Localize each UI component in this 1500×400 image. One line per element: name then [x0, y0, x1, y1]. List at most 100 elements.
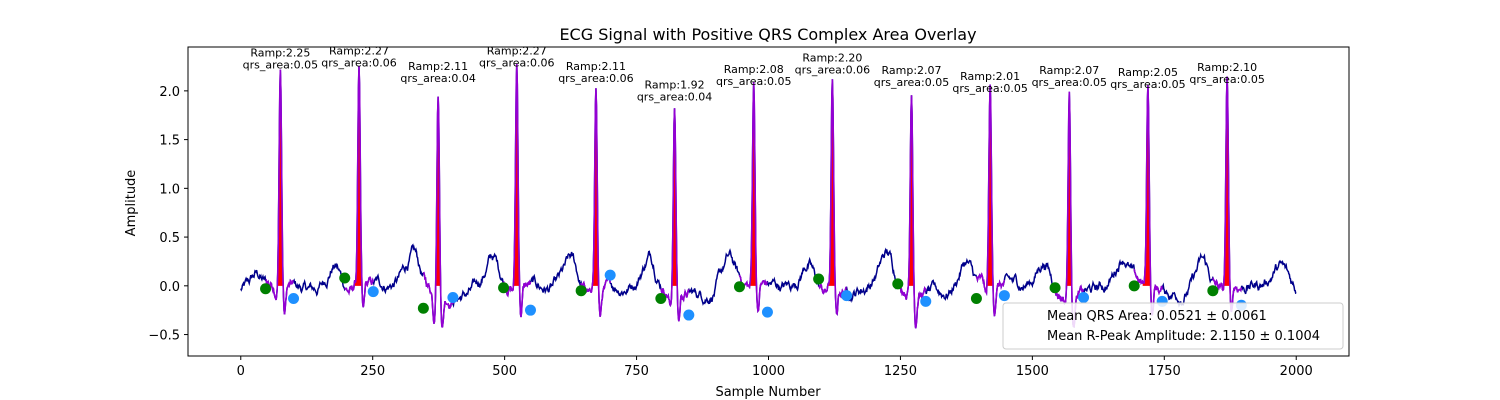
qrs-area-label: qrs_area:0.05: [874, 76, 949, 89]
y-tick-label: 0.5: [159, 231, 180, 246]
q-onset-marker: [1049, 282, 1061, 294]
s-offset-marker: [998, 290, 1010, 302]
chart-title: ECG Signal with Positive QRS Complex Are…: [559, 25, 976, 44]
plot-area: 0 250 500 750 1000 1250 1500 1750 2000 −0.5 0.0 0.5…: [148, 45, 1350, 379]
q-onset-marker: [733, 281, 745, 293]
r-peak-amplitude-label: Ramp:2.07: [1039, 64, 1099, 77]
y-tick-label: 1.0: [159, 182, 180, 197]
s-offset-marker: [683, 309, 695, 321]
qrs-segment-line: [502, 63, 532, 318]
s-offset-marker: [367, 286, 379, 298]
qrs-area-fill: [511, 63, 523, 286]
x-tick-label: 750: [624, 364, 649, 379]
y-tick-label: 1.5: [159, 134, 180, 149]
q-onset-marker: [892, 278, 904, 290]
q-onset-marker: [655, 292, 667, 304]
y-tick-label: −0.5: [148, 329, 180, 344]
x-tick-label: 250: [360, 364, 385, 379]
qrs-area-fill: [432, 96, 444, 286]
legend: Mean QRS Area: 0.0521 ± 0.0061 Mean R-Pea…: [1002, 302, 1344, 350]
r-peak-amplitude-label: Ramp:1.92: [645, 79, 705, 92]
q-onset-marker: [260, 283, 272, 295]
s-offset-marker: [524, 304, 536, 316]
x-tick-label: 0: [237, 364, 245, 379]
qrs-area-fill: [1142, 85, 1154, 286]
qrs-area-label: qrs_area:0.05: [1189, 73, 1264, 86]
x-tick-label: 1750: [1148, 364, 1181, 379]
qrs-area-label: qrs_area:0.05: [243, 58, 318, 71]
qrs-area-fill: [1064, 91, 1075, 286]
r-peak-amplitude-label: Ramp:2.07: [881, 64, 941, 77]
qrs-segment-line: [1133, 85, 1163, 316]
qrs-area-fill: [827, 79, 838, 286]
s-offset-marker: [841, 290, 853, 302]
qrs-area-fill: [906, 95, 917, 286]
qrs-area-label: qrs_area:0.05: [952, 82, 1027, 95]
qrs-area-label: qrs_area:0.06: [479, 57, 554, 70]
q-onset-marker: [575, 285, 587, 297]
qrs-segment-line: [897, 95, 927, 329]
legend-box: [1002, 302, 1344, 350]
q-onset-marker: [417, 302, 429, 314]
qrs-segment-line: [975, 84, 1006, 317]
qrs-area-label: qrs_area:0.04: [400, 72, 475, 85]
qrs-area-fill: [1221, 76, 1233, 286]
x-axis-label: Sample Number: [715, 385, 821, 400]
r-peak-amplitude-label: Ramp:2.01: [960, 70, 1020, 83]
r-peak-amplitude-label: Ramp:2.08: [724, 63, 784, 76]
q-onset-marker: [970, 292, 982, 304]
qrs-segment-line: [1212, 76, 1243, 313]
qrs-area-fill: [353, 65, 365, 286]
qrs-segment-line: [660, 108, 690, 322]
qrs-area-label: qrs_area:0.04: [637, 91, 712, 104]
y-tick-label: 2.0: [159, 85, 180, 100]
qrs-segment-line: [422, 96, 454, 328]
qrs-area-fill: [275, 69, 286, 286]
r-peak-amplitude-label: Ramp:2.20: [802, 51, 862, 64]
q-onset-marker: [339, 272, 351, 284]
r-peak-amplitude-label: Ramp:2.10: [1197, 61, 1257, 74]
r-peak-amplitude-label: Ramp:2.11: [566, 60, 626, 73]
s-offset-marker: [920, 295, 932, 307]
r-peak-amplitude-label: Ramp:2.27: [329, 45, 389, 58]
s-offset-marker: [1078, 292, 1090, 304]
qrs-area-label: qrs_area:0.05: [716, 75, 791, 88]
y-tick-label: 0.0: [159, 280, 180, 295]
s-offset-marker: [761, 306, 773, 318]
r-peak-amplitude-label: Ramp:2.05: [1118, 66, 1178, 79]
y-axis-label: Amplitude: [124, 170, 139, 237]
qrs-area-fill: [590, 88, 602, 286]
x-tick-label: 1500: [1016, 364, 1049, 379]
qrs-segment-line: [818, 79, 847, 316]
s-offset-marker: [288, 292, 300, 304]
r-peak-amplitude-label: Ramp:2.27: [487, 45, 547, 58]
r-peak-amplitude-label: Ramp:2.25: [250, 46, 310, 59]
x-tick-label: 2000: [1280, 364, 1313, 379]
q-onset-marker: [498, 282, 510, 294]
qrs-area-fill: [669, 108, 680, 286]
q-onset-marker: [813, 273, 825, 285]
qrs-area-label: qrs_area:0.06: [795, 63, 870, 76]
q-onset-marker: [1128, 280, 1140, 292]
legend-entry: Mean R-Peak Amplitude: 2.1150 ± 0.1004: [1047, 329, 1320, 344]
qrs-segment-line: [344, 65, 375, 308]
s-offset-marker: [447, 292, 459, 304]
x-tick-label: 1250: [884, 364, 917, 379]
qrs-area-label: qrs_area:0.06: [558, 72, 633, 85]
r-peak-amplitude-label: Ramp:2.11: [408, 60, 468, 73]
qrs-segment-line: [1054, 91, 1085, 328]
ecg-signal-line: [240, 63, 1297, 329]
qrs-area-fill: [748, 82, 759, 286]
